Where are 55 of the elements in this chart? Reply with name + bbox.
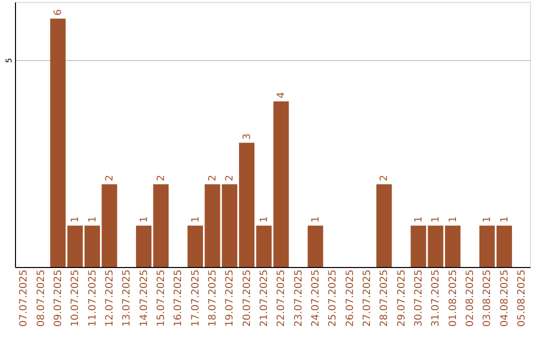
- x-tick-label: 16.07.2025: [173, 270, 184, 327]
- bar: [50, 18, 66, 267]
- x-tick-label: 01.08.2025: [448, 270, 459, 327]
- data-label: 1: [258, 216, 270, 223]
- x-tick-label: 04.08.2025: [499, 270, 510, 327]
- data-label: 1: [310, 216, 322, 223]
- data-label: 2: [379, 174, 390, 182]
- y-tick-label: 5: [4, 58, 14, 64]
- x-tick-label: 30.07.2025: [413, 270, 424, 327]
- x-tick-label: 25.07.2025: [328, 270, 339, 327]
- data-label: 6: [52, 9, 64, 16]
- data-label: 1: [448, 216, 459, 223]
- bar: [376, 184, 392, 267]
- x-tick-label: 05.08.2025: [516, 270, 528, 327]
- data-label: 1: [190, 216, 202, 223]
- x-tick-label: 21.07.2025: [258, 270, 270, 327]
- data-label: 1: [87, 216, 98, 223]
- data-label: 1: [70, 216, 82, 223]
- x-tick-label: 15.07.2025: [156, 270, 167, 327]
- data-label: 2: [156, 174, 167, 182]
- data-label: 1: [138, 216, 150, 223]
- bar: [308, 226, 324, 267]
- data-label: 2: [207, 174, 218, 182]
- x-tick-label: 13.07.2025: [122, 270, 133, 327]
- x-tick-label: 23.07.2025: [293, 270, 304, 327]
- x-tick-label: 11.07.2025: [87, 270, 98, 327]
- x-tick-label: 28.07.2025: [379, 270, 390, 327]
- x-tick-label: 09.07.2025: [52, 270, 64, 327]
- x-tick-label: 20.07.2025: [242, 270, 253, 327]
- data-label: 2: [104, 174, 116, 182]
- x-tick-label: 07.07.2025: [18, 270, 30, 327]
- x-tick-label: 31.07.2025: [430, 270, 442, 327]
- data-label: 2: [224, 174, 236, 182]
- x-tick-label: 24.07.2025: [310, 270, 322, 327]
- data-label: 4: [276, 92, 288, 98]
- data-label: 1: [499, 216, 510, 223]
- x-tick-label: 27.07.2025: [362, 270, 373, 327]
- x-tick-label: 29.07.2025: [396, 270, 408, 327]
- x-tick-label: 17.07.2025: [190, 270, 202, 327]
- x-tick-label: 18.07.2025: [207, 270, 218, 327]
- x-tick-label: 08.07.2025: [36, 270, 47, 327]
- data-label: 1: [482, 216, 494, 223]
- bar: [410, 226, 426, 267]
- x-tick-label: 19.07.2025: [224, 270, 236, 327]
- data-label: 1: [413, 216, 424, 223]
- x-tick-label: 12.07.2025: [104, 270, 116, 327]
- data-label: 1: [430, 216, 442, 223]
- x-tick-label: 02.08.2025: [464, 270, 476, 327]
- x-tick-label: 22.07.2025: [276, 270, 288, 327]
- x-tick-label: 10.07.2025: [70, 270, 82, 327]
- bar: [273, 101, 289, 267]
- data-label: 3: [242, 133, 253, 140]
- x-tick-label: 03.08.2025: [482, 270, 494, 327]
- x-tick-label: 14.07.2025: [138, 270, 150, 327]
- x-tick-label: 26.07.2025: [344, 270, 356, 327]
